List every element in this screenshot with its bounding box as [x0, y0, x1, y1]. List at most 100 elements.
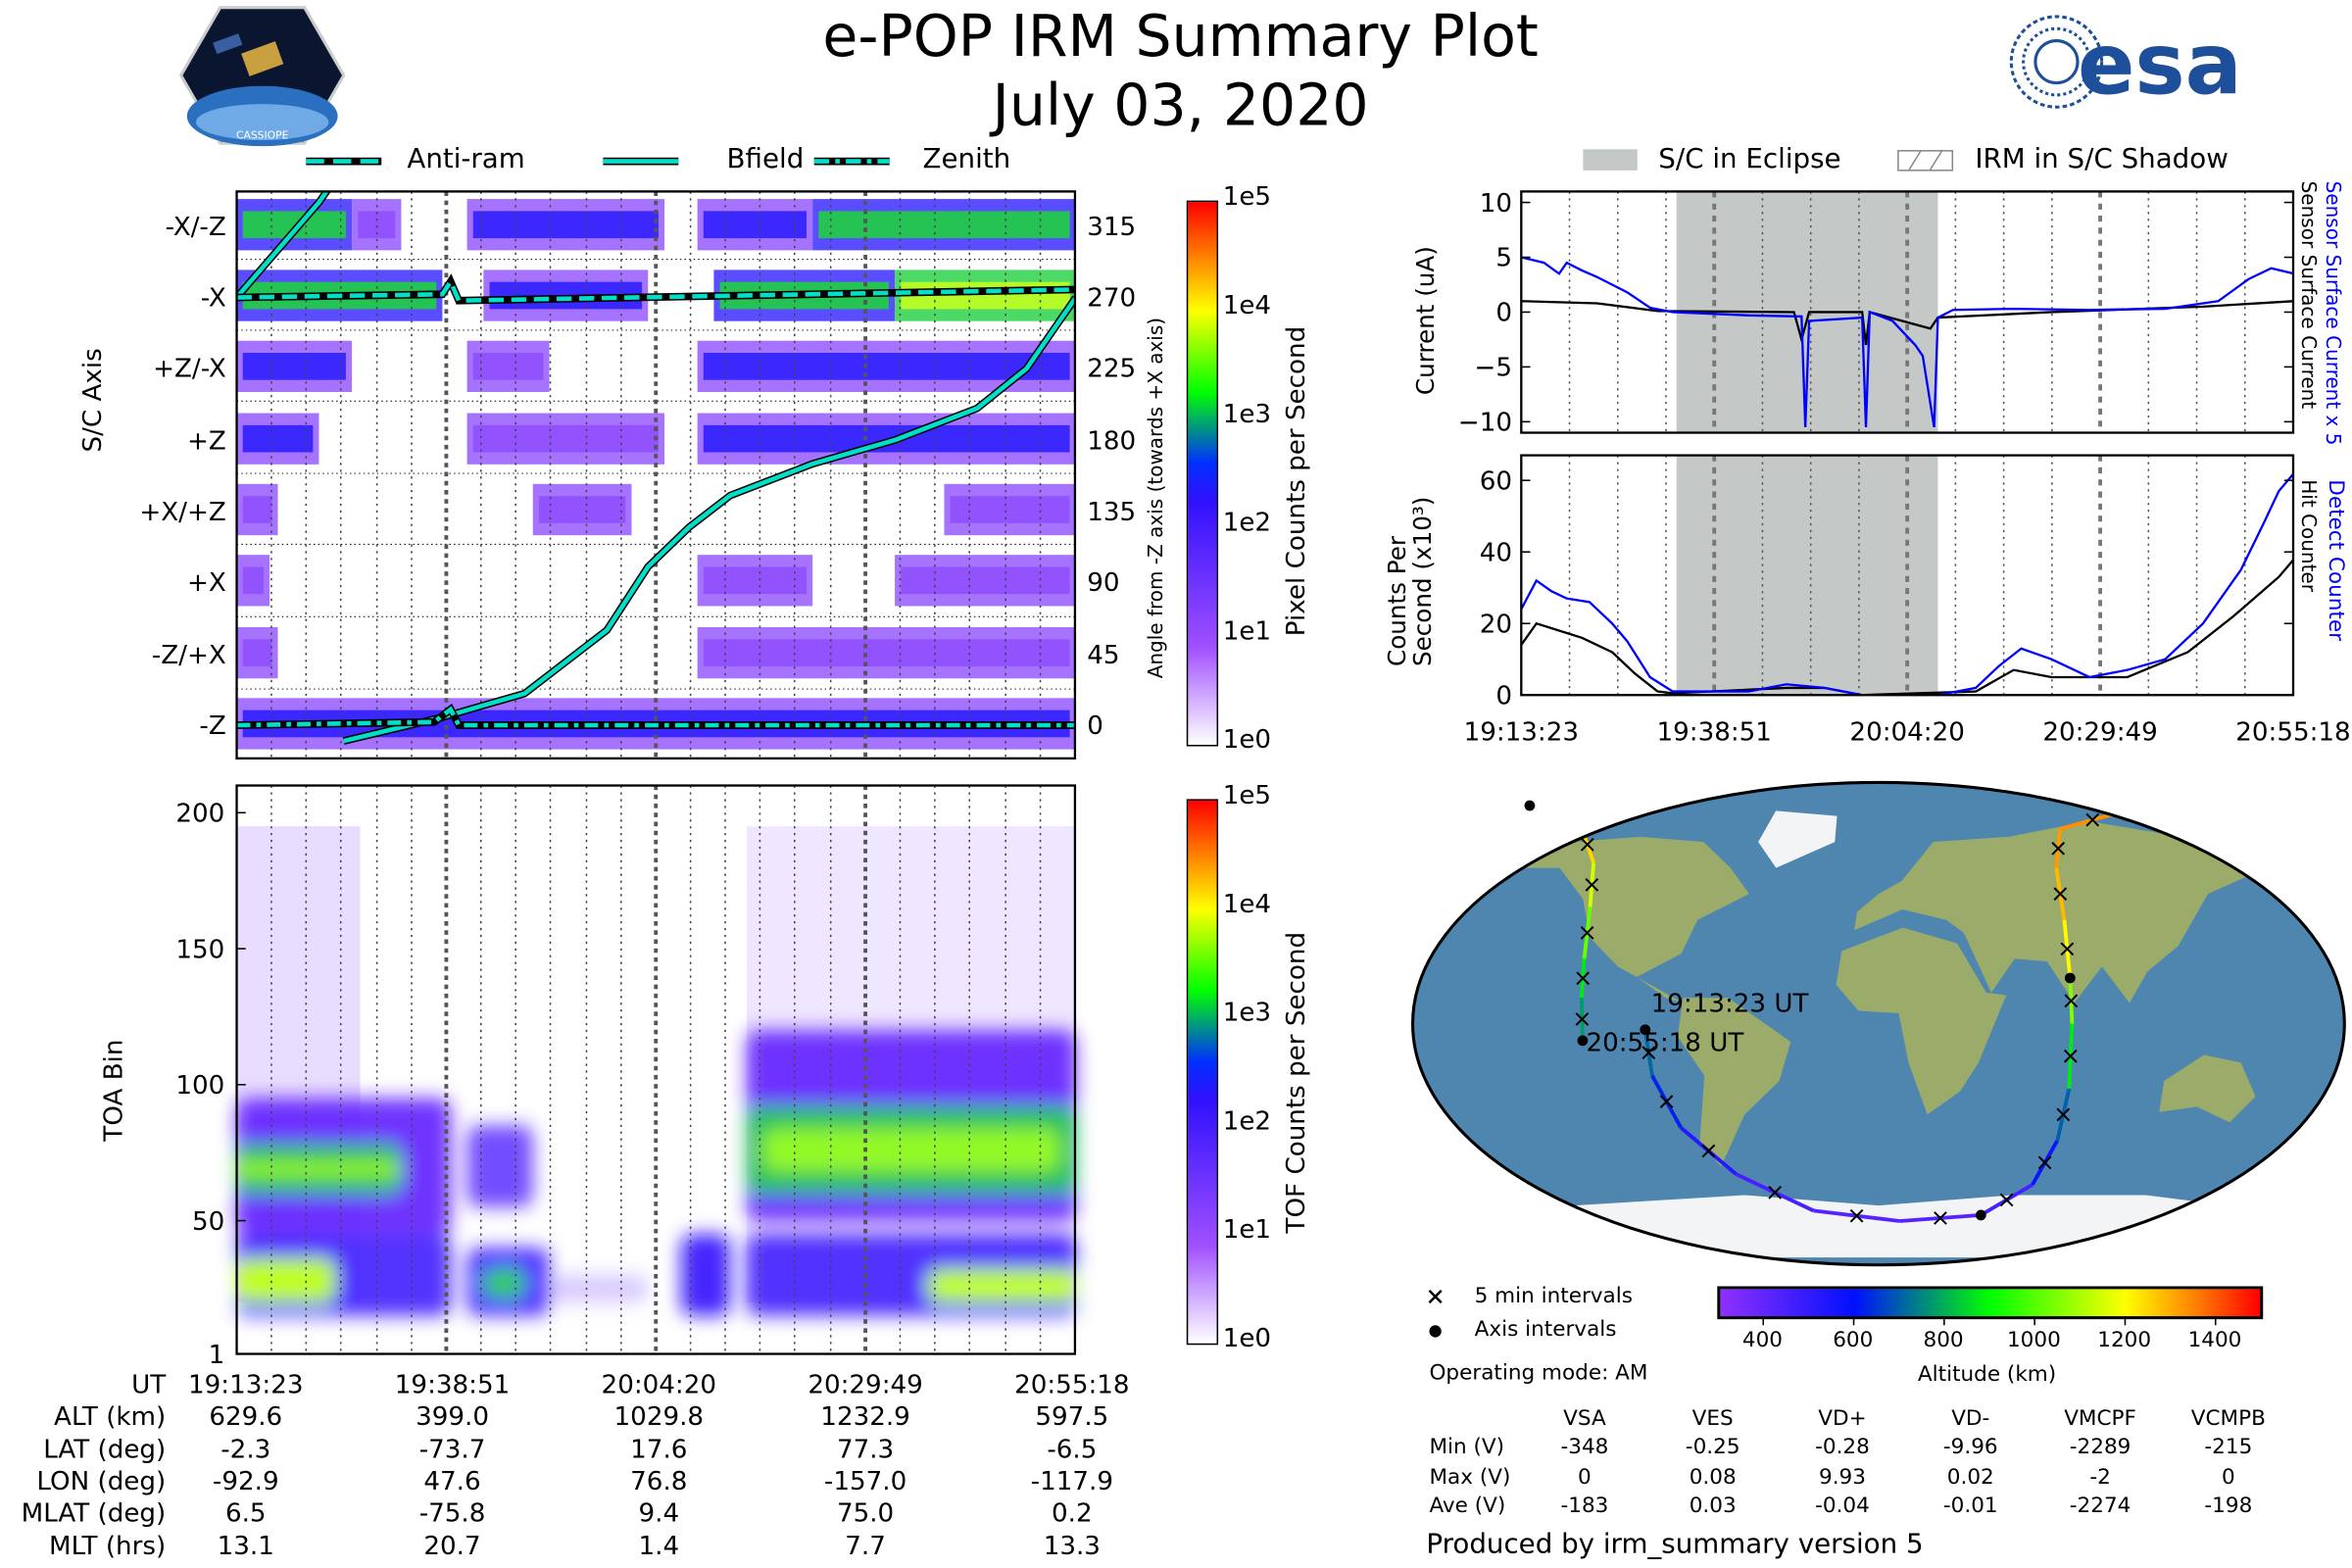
detect-counter-chart: 60 40 20 0 19:13:23 19:38:51 20:04:20 20:29:49 2…: [1464, 454, 2351, 747]
series-detect-counter: [1521, 472, 2293, 696]
voltage-cell: 0.03: [1689, 1494, 1737, 1519]
legend-zenith: Zenith: [922, 143, 1011, 175]
pixel-band-core: [242, 639, 272, 666]
interval-marker-icon: [1701, 1144, 1716, 1158]
legend-top-left: [306, 157, 890, 166]
voltage-cell: 0.08: [1689, 1464, 1737, 1490]
map-border: [1410, 780, 2346, 1267]
legend-shadow: IRM in S/C Shadow: [1975, 143, 2229, 175]
voltage-cell: -0.25: [1685, 1435, 1740, 1460]
y-tick-label: +X/+Z: [139, 498, 225, 527]
colorbar-tick-label: 1e3: [1222, 998, 1272, 1029]
voltage-cell: -0.28: [1815, 1435, 1870, 1460]
eclipse-region: [1676, 455, 1938, 696]
y2-tick-label: 180: [1087, 426, 1136, 456]
axis-interval-dot: [1524, 800, 1536, 811]
y-tick-label: 20: [1480, 610, 1512, 639]
geo-cell: 13.3: [1043, 1531, 1101, 1562]
orbit-map: [1410, 780, 2346, 1267]
series-bfield-b: [343, 296, 1075, 744]
voltage-header: VD+: [1818, 1406, 1867, 1431]
series-anti-ram: [236, 276, 1075, 304]
altitude-colorbar: [1717, 1286, 2264, 1320]
pixel-band-core: [472, 211, 659, 239]
logo-atmosphere: [195, 104, 329, 141]
y-tick-label: 0: [1495, 299, 1512, 328]
landmass: [1836, 927, 2007, 1115]
pixel-band-core: [950, 496, 1070, 523]
voltage-cell: -0.04: [1815, 1494, 1870, 1519]
page-date: July 03, 2020: [992, 72, 1369, 139]
y-tick-label: 0: [1495, 681, 1512, 710]
tof-blob: [236, 1160, 402, 1178]
footer-text: Produced by irm_summary version 5: [1426, 1528, 1924, 1561]
y2-tick-label: 0: [1087, 711, 1103, 741]
geo-cell: 20:55:18: [1014, 1370, 1130, 1401]
pix-ylabel: S/C Axis: [77, 348, 109, 453]
altitude-tick: [1762, 1316, 1764, 1326]
geo-row-label: LAT (deg): [43, 1434, 167, 1465]
y-tick-label: 50: [192, 1207, 224, 1237]
pixel-band-core: [242, 424, 314, 453]
y-tick-label: -X: [201, 283, 226, 313]
orbit-track-segment: [1533, 804, 1583, 829]
interval-marker-icon: [2176, 800, 2190, 814]
pixel-band-core: [242, 566, 264, 595]
pixel-band-core: [538, 496, 626, 523]
colorbar-tick-label: 1e3: [1222, 399, 1272, 430]
tof-colorbar-label: TOF Counts per Second: [1281, 931, 1312, 1234]
operating-mode: Operating mode: AM: [1429, 1361, 1648, 1386]
landmass: [1502, 836, 1749, 1004]
legend-axis: Axis intervals: [1474, 1317, 1617, 1343]
voltage-header: VSA: [1563, 1406, 1606, 1431]
cross-marker-icon: [1428, 1290, 1443, 1304]
geo-cell: 13.1: [217, 1531, 274, 1562]
geo-cell: 19:38:51: [394, 1370, 511, 1401]
geo-cell: 0.2: [1052, 1498, 1093, 1530]
legend-eclipse: S/C in Eclipse: [1658, 143, 1841, 175]
geo-cell: 629.6: [209, 1402, 283, 1433]
colorbar-tick-label: 1e2: [1222, 508, 1272, 539]
tof-blob: [927, 1269, 1076, 1302]
pixel-band-core: [242, 352, 346, 380]
altitude-tick: [2214, 1316, 2217, 1326]
axis-interval-dot: [1577, 1035, 1589, 1047]
series-bfield: [236, 191, 329, 300]
plot-frame: [1520, 454, 2295, 697]
y-tick-label: +Z: [187, 426, 226, 456]
voltage-header: VMCPF: [2064, 1406, 2136, 1431]
geo-cell: 6.5: [224, 1498, 267, 1530]
geo-cell: -92.9: [212, 1466, 279, 1497]
x-tick-label: 19:38:51: [1657, 717, 1772, 747]
voltage-cell: -9.96: [1942, 1435, 1998, 1460]
voltage-cell: 0: [1578, 1464, 1592, 1490]
geo-cell: 597.5: [1035, 1402, 1109, 1433]
interval-marker-icon: [2060, 942, 2075, 956]
axis-interval-dot: [2064, 972, 2076, 984]
altitude-tick-label: 1200: [2097, 1328, 2152, 1352]
voltage-header: VD-: [1951, 1406, 1990, 1431]
voltage-header: VES: [1691, 1406, 1734, 1431]
interval-marker-icon: [1934, 1211, 1947, 1225]
y-tick-label: 40: [1480, 538, 1512, 567]
pixel-band-core: [703, 566, 807, 595]
voltage-row-label: Min (V): [1429, 1435, 1505, 1460]
landmass: [2159, 1054, 2256, 1123]
dot-marker-icon: [1429, 1325, 1442, 1338]
geo-cell: 20:04:20: [601, 1370, 717, 1401]
tof-blob: [466, 1125, 533, 1207]
logo-satellite: [241, 41, 284, 76]
logo-cassiope-text: CASSIOPE: [236, 129, 289, 142]
voltage-cell: -0.01: [1942, 1494, 1998, 1519]
interval-marker-icon: [1576, 971, 1591, 986]
altitude-tick-label: 400: [1741, 1328, 1784, 1352]
sensor-current-chart: 10 5 0 −5 −10: [1458, 189, 2295, 438]
tof-blob: [680, 1234, 731, 1316]
interval-marker-icon: [2085, 812, 2100, 827]
geo-cell: 399.0: [416, 1402, 489, 1433]
geo-cell: -2.3: [220, 1434, 271, 1465]
geo-row-label: UT: [131, 1370, 167, 1401]
pixel-band-core: [703, 639, 1070, 666]
current-ylabel: Current (uA): [1410, 246, 1441, 396]
